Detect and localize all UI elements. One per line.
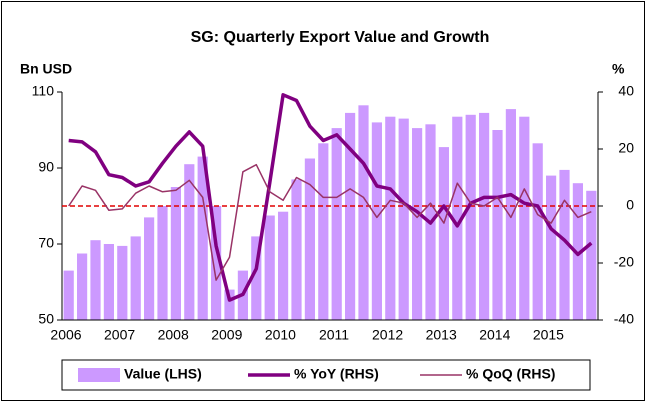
y2-axis-label: % — [612, 61, 625, 77]
x-tick-label: 2010 — [265, 327, 296, 343]
x-tick-label: 2006 — [50, 327, 81, 343]
y2-tick-label: -40 — [614, 311, 634, 327]
bar — [559, 169, 570, 320]
bar — [438, 147, 449, 320]
bar — [412, 128, 423, 320]
bar — [103, 244, 114, 320]
bar — [492, 130, 503, 320]
bar — [452, 116, 463, 320]
bar — [157, 206, 168, 320]
bar — [345, 112, 356, 321]
bar — [170, 187, 181, 320]
bar — [130, 236, 141, 320]
bar — [77, 253, 88, 320]
y-tick-label: 50 — [38, 311, 54, 327]
x-tick-label: 2013 — [426, 327, 457, 343]
bar — [546, 175, 557, 320]
bar — [224, 289, 235, 320]
y2-tick-label: 40 — [618, 83, 634, 99]
bar — [371, 122, 382, 321]
bar — [144, 217, 155, 320]
bar — [479, 112, 490, 321]
bar — [385, 116, 396, 320]
bar — [211, 206, 222, 320]
chart-title: SG: Quarterly Export Value and Growth — [191, 29, 490, 46]
legend-box — [61, 359, 591, 391]
x-tick-label: 2009 — [211, 327, 242, 343]
bar — [63, 270, 74, 320]
legend-label: % QoQ (RHS) — [466, 366, 555, 382]
x-tick-label: 2015 — [533, 327, 564, 343]
bar — [519, 116, 530, 320]
bar — [117, 245, 128, 320]
bar — [572, 183, 583, 320]
bar — [291, 179, 302, 320]
bar — [197, 156, 208, 320]
bar — [505, 109, 516, 320]
line-series — [68, 93, 593, 302]
y-tick-label: 90 — [38, 159, 54, 175]
bar — [532, 143, 543, 320]
bar — [184, 164, 195, 320]
y2-tick-label: -20 — [614, 254, 634, 270]
bar — [251, 236, 262, 320]
legend-label: % YoY (RHS) — [294, 366, 379, 382]
x-tick-label: 2007 — [104, 327, 135, 343]
bar — [586, 190, 597, 320]
y-tick-label: 110 — [32, 83, 55, 99]
x-tick-label: 2011 — [319, 327, 349, 343]
legend-label: Value (LHS) — [124, 366, 202, 382]
y2-tick-label: 0 — [626, 197, 634, 213]
line-series — [68, 163, 592, 281]
bar — [398, 118, 409, 320]
y-axis-label: Bn USD — [20, 61, 72, 77]
legend-swatch — [78, 368, 120, 382]
y2-tick-label: 20 — [618, 140, 634, 156]
bar — [278, 211, 289, 320]
bar — [304, 158, 315, 320]
bar — [465, 114, 476, 320]
x-tick-label: 2008 — [158, 327, 189, 343]
y-tick-label: 70 — [38, 235, 54, 251]
x-tick-label: 2012 — [372, 327, 403, 343]
bar — [264, 215, 275, 320]
bar — [331, 128, 342, 320]
bar — [358, 105, 369, 320]
bar — [90, 240, 101, 320]
x-tick-label: 2014 — [479, 327, 510, 343]
bar — [318, 143, 329, 320]
